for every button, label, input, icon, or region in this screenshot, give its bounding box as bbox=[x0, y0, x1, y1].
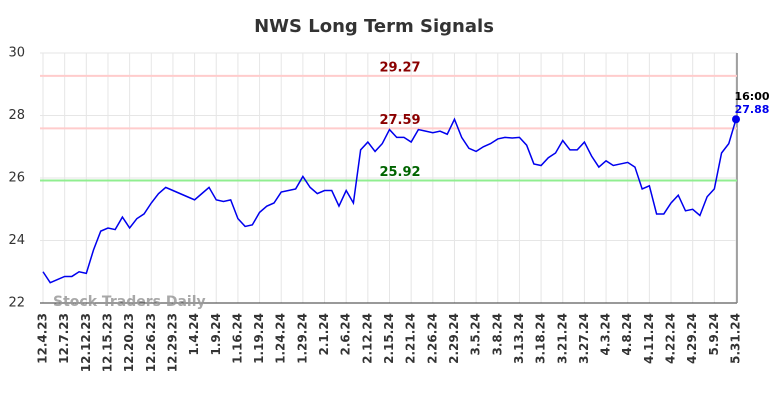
x-tick-label: 12.7.23 bbox=[57, 313, 71, 364]
x-tick-label: 2.26.24 bbox=[425, 313, 439, 364]
x-tick-label: 1.19.24 bbox=[252, 313, 266, 364]
x-tick-label: 4.11.24 bbox=[642, 313, 656, 364]
x-tick-label: 2.6.24 bbox=[339, 313, 353, 356]
x-tick-label: 4.29.24 bbox=[685, 313, 699, 364]
watermark: Stock Traders Daily bbox=[53, 294, 206, 310]
x-tick-label: 12.20.23 bbox=[122, 313, 136, 372]
x-tick-label: 1.29.24 bbox=[295, 313, 309, 364]
series-line bbox=[42, 117, 737, 284]
signal-label: 27.59 bbox=[379, 113, 420, 128]
x-tick-label: 3.5.24 bbox=[469, 313, 483, 356]
x-tick-label: 12.29.23 bbox=[165, 313, 179, 372]
x-tick-label: 1.9.24 bbox=[209, 313, 223, 356]
x-tick-label: 3.13.24 bbox=[512, 313, 526, 364]
x-tick-label: 5.9.24 bbox=[707, 313, 721, 356]
signal-label: 29.27 bbox=[379, 60, 420, 75]
x-tick-label: 3.8.24 bbox=[490, 313, 504, 356]
y-tick-label: 28 bbox=[8, 108, 25, 123]
x-tick-label: 3.21.24 bbox=[555, 313, 569, 364]
x-tick-label: 12.4.23 bbox=[36, 313, 50, 364]
x-tick-label: 3.18.24 bbox=[534, 313, 548, 364]
x-tick-label: 12.26.23 bbox=[144, 313, 158, 372]
x-tick-label: 12.15.23 bbox=[100, 313, 114, 372]
y-tick-label: 22 bbox=[8, 296, 25, 311]
x-tick-label: 1.4.24 bbox=[187, 313, 201, 356]
signal-label: 25.92 bbox=[379, 165, 420, 180]
x-tick-label: 2.21.24 bbox=[404, 313, 418, 364]
x-tick-label: 2.12.24 bbox=[360, 313, 374, 364]
x-tick-label: 4.3.24 bbox=[599, 313, 613, 356]
y-tick-label: 26 bbox=[8, 171, 25, 186]
chart-title: NWS Long Term Signals bbox=[254, 16, 494, 37]
x-tick-label: 3.27.24 bbox=[577, 313, 591, 364]
x-tick-label: 5.31.24 bbox=[729, 313, 743, 364]
last-time: 16:00 bbox=[734, 90, 769, 103]
last-point bbox=[732, 115, 740, 124]
x-tick-label: 2.29.24 bbox=[447, 313, 461, 364]
x-tick-label: 2.15.24 bbox=[382, 313, 396, 364]
y-tick-label: 24 bbox=[8, 233, 25, 248]
x-tick-label: 2.1.24 bbox=[317, 313, 331, 356]
x-tick-label: 4.22.24 bbox=[664, 313, 678, 364]
x-tick-label: 4.8.24 bbox=[620, 313, 634, 356]
y-tick-label: 30 bbox=[8, 46, 25, 61]
x-tick-label: 12.12.23 bbox=[79, 313, 93, 372]
x-tick-label: 1.16.24 bbox=[230, 313, 244, 364]
last-value: 27.88 bbox=[735, 103, 770, 116]
x-tick-label: 1.24.24 bbox=[274, 313, 288, 364]
